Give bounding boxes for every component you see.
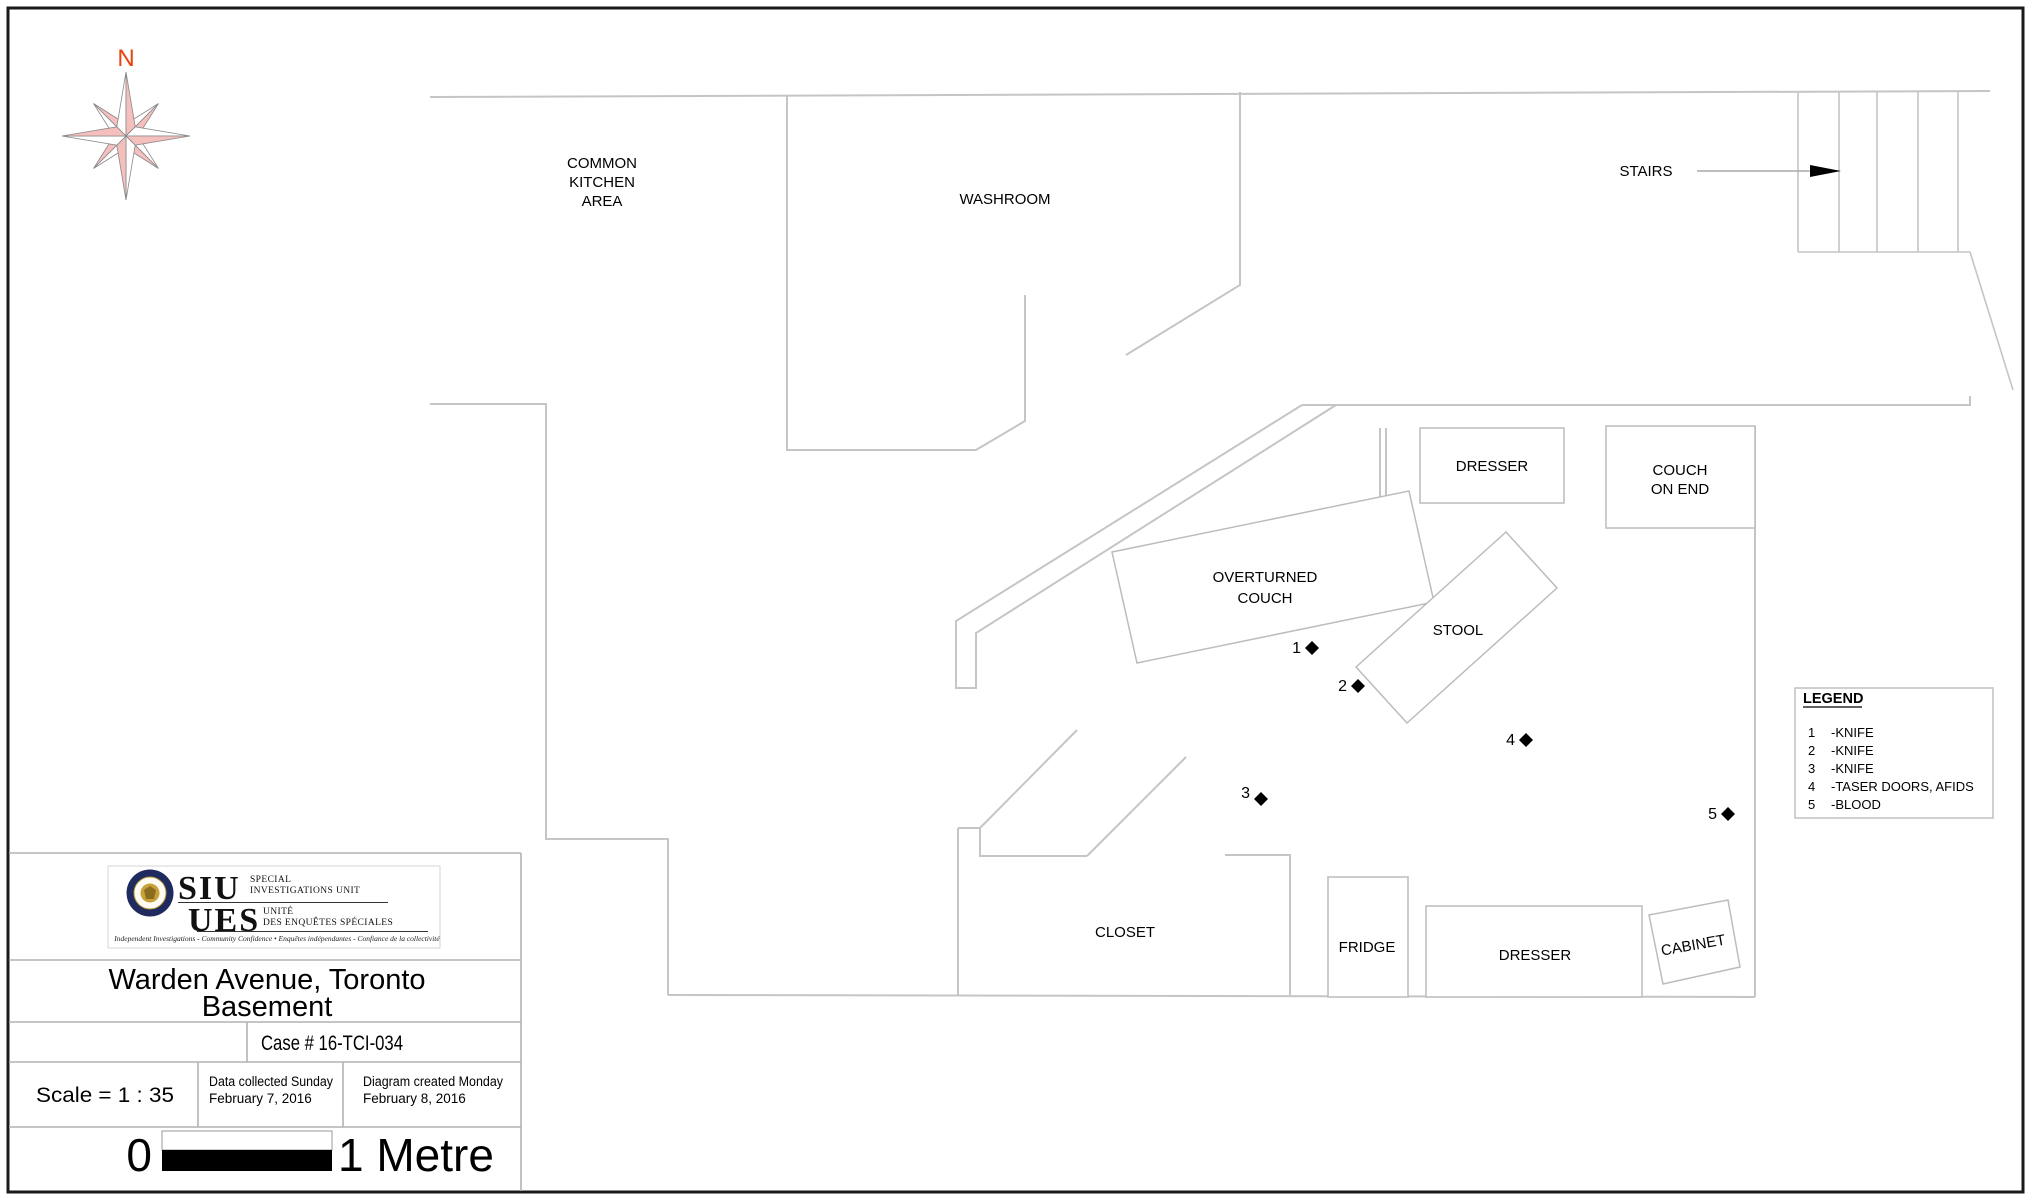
legend-item-number: 5 bbox=[1808, 797, 1815, 812]
wall-washroom-left bbox=[786, 95, 1026, 451]
legend-item-label: -KNIFE bbox=[1831, 761, 1874, 776]
scale-bar-black-segment bbox=[162, 1150, 332, 1171]
siu-logo: SIU SPECIAL INVESTIGATIONS UNIT UES UNIT… bbox=[107, 865, 441, 949]
legend-item-number: 1 bbox=[1808, 725, 1815, 740]
wall-washroom-right bbox=[1125, 92, 1241, 356]
marker-number: 5 bbox=[1708, 806, 1717, 823]
logo-name-fr-line2: DES ENQUÊTES SPÉCIALES bbox=[263, 916, 393, 928]
evidence-marker-3: 3 bbox=[1241, 785, 1268, 806]
legend-item-number: 3 bbox=[1808, 761, 1815, 776]
evidence-marker-4: 4 bbox=[1506, 732, 1533, 749]
logo-tagline: Independent Investigations - Community C… bbox=[113, 934, 440, 943]
data-collected-line2: February 7, 2016 bbox=[209, 1091, 312, 1106]
overturned-couch-label-line2: COUCH bbox=[1238, 590, 1293, 607]
stairs-label: STAIRS bbox=[1619, 163, 1672, 180]
scale-bar: 0 1 Metre bbox=[126, 1129, 494, 1181]
logo-name-en-line1: SPECIAL bbox=[250, 875, 291, 885]
overturned-couch-label-line1: OVERTURNED bbox=[1213, 569, 1318, 586]
stool-shape bbox=[1354, 530, 1559, 725]
dresser-bottom-shape bbox=[1425, 905, 1643, 998]
legend-item-number: 4 bbox=[1808, 779, 1815, 794]
wall-scene-top bbox=[1302, 396, 1971, 406]
dresser-top-label: DRESSER bbox=[1456, 458, 1529, 475]
evidence-marker-2: 2 bbox=[1338, 678, 1365, 695]
diagram-created-line1: Diagram created Monday bbox=[363, 1074, 503, 1089]
legend-item-label: -BLOOD bbox=[1831, 797, 1881, 812]
kitchen-label-line2: KITCHEN bbox=[569, 174, 635, 191]
scale-bar-zero: 0 bbox=[126, 1129, 152, 1181]
dresser-bottom-label: DRESSER bbox=[1499, 947, 1572, 964]
logo-name-fr-line1: UNITÉ bbox=[263, 905, 294, 917]
marker-number: 3 bbox=[1241, 785, 1250, 802]
legend-item-number: 2 bbox=[1808, 743, 1815, 758]
scale-text: Scale = 1 : 35 bbox=[36, 1084, 174, 1107]
title-block: SIU SPECIAL INVESTIGATIONS UNIT UES UNIT… bbox=[9, 852, 522, 1191]
evidence-marker-5: 5 bbox=[1708, 806, 1735, 823]
fridge-shape bbox=[1327, 876, 1409, 998]
marker-diamond-icon bbox=[1254, 792, 1268, 806]
location-title-line2: Basement bbox=[202, 991, 333, 1023]
stairs-leader bbox=[1697, 165, 1841, 177]
legend-item-5: 5 -BLOOD bbox=[1808, 797, 1881, 812]
couch-on-end-label-line1: COUCH bbox=[1653, 462, 1708, 479]
stool-label: STOOL bbox=[1433, 622, 1484, 639]
scale-bar-metre: 1 Metre bbox=[338, 1129, 494, 1181]
kitchen-label-line3: AREA bbox=[582, 193, 623, 210]
data-collected-line1: Data collected Sunday bbox=[209, 1074, 333, 1089]
closet-label: CLOSET bbox=[1095, 924, 1155, 941]
legend-box bbox=[1794, 687, 1994, 819]
legend-item-4: 4 -TASER DOORS, AFIDS bbox=[1808, 779, 1974, 794]
legend-title: LEGEND bbox=[1803, 691, 1863, 707]
marker-number: 4 bbox=[1506, 732, 1515, 749]
fridge-label: FRIDGE bbox=[1339, 939, 1396, 956]
evidence-marker-1: 1 bbox=[1292, 640, 1319, 657]
legend-item-label: -KNIFE bbox=[1831, 725, 1874, 740]
diagram-created-line2: February 8, 2016 bbox=[363, 1091, 466, 1106]
dresser-top-shape bbox=[1419, 427, 1565, 504]
scale-bar-white-segment bbox=[161, 1130, 333, 1151]
legend: LEGEND 1 -KNIFE 2 -KNIFE 3 -KNIFE 4 -TAS… bbox=[1794, 687, 1994, 819]
legend-item-1: 1 -KNIFE bbox=[1808, 725, 1874, 740]
wall-closet-door-a bbox=[979, 729, 1078, 829]
furniture-group bbox=[1111, 425, 1756, 998]
marker-number: 2 bbox=[1338, 678, 1347, 695]
washroom-label: WASHROOM bbox=[959, 191, 1050, 208]
legend-item-label: -TASER DOORS, AFIDS bbox=[1831, 779, 1974, 794]
wall-kitchen bbox=[430, 403, 669, 995]
marker-diamond-icon bbox=[1305, 641, 1319, 655]
legend-item-3: 3 -KNIFE bbox=[1808, 761, 1874, 776]
case-number: Case # 16-TCI-034 bbox=[261, 1032, 403, 1055]
logo-acronym-fr: UES bbox=[188, 902, 260, 939]
compass-rose-icon: N bbox=[61, 45, 191, 201]
logo-name-en-line2: INVESTIGATIONS UNIT bbox=[250, 886, 360, 896]
wall-scene-diagonal bbox=[955, 404, 1337, 689]
marker-number: 1 bbox=[1292, 640, 1301, 657]
compass-north-label: N bbox=[117, 45, 134, 72]
legend-item-label: -KNIFE bbox=[1831, 743, 1874, 758]
marker-diamond-icon bbox=[1519, 733, 1533, 747]
logo-acronym-en: SIU bbox=[178, 870, 241, 907]
stair-treads bbox=[1797, 92, 1959, 252]
evidence-markers-group: 1 2 3 4 5 bbox=[1241, 640, 1735, 823]
stairs-arrow-icon bbox=[1810, 165, 1841, 177]
marker-diamond-icon bbox=[1351, 679, 1365, 693]
couch-on-end-label-line2: ON END bbox=[1651, 481, 1710, 498]
wall-top bbox=[429, 90, 1991, 98]
stair-base bbox=[1798, 251, 2014, 391]
wall-closet-top bbox=[958, 827, 1087, 857]
marker-diamond-icon bbox=[1721, 807, 1735, 821]
couch-on-end-shape bbox=[1605, 425, 1756, 529]
wall-closet-right bbox=[1225, 854, 1291, 995]
location-title-line1: Warden Avenue, Toronto bbox=[108, 964, 425, 996]
cabinet-shape bbox=[1648, 899, 1741, 985]
kitchen-label-line1: COMMON bbox=[567, 155, 637, 172]
stairs-steps bbox=[1797, 92, 2014, 391]
legend-item-2: 2 -KNIFE bbox=[1808, 743, 1874, 758]
wall-closet-door-b bbox=[1086, 756, 1187, 857]
